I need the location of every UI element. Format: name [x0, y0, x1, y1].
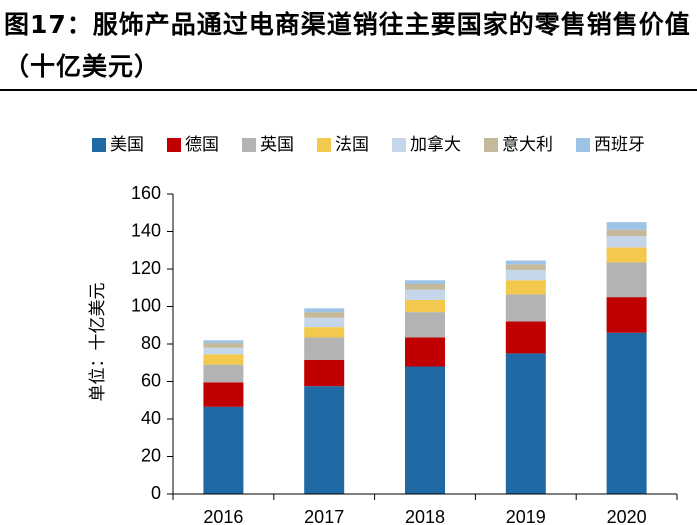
bar-2019-series-1 [505, 321, 546, 354]
bar-2018-series-6 [405, 280, 445, 284]
x-tick-label-4: 2020 [607, 507, 647, 525]
legend-label-0: 美国 [110, 135, 144, 155]
bar-2018-series-1 [405, 337, 445, 367]
legend-swatch-1 [167, 138, 181, 152]
legend-label-6: 西班牙 [594, 135, 645, 155]
x-tick-label-2: 2018 [405, 507, 445, 525]
title-rule [0, 89, 697, 91]
bar-2019-series-2 [505, 294, 546, 322]
bar-2018-series-0 [405, 366, 445, 494]
bar-2018-series-5 [405, 284, 445, 290]
bar-2017-series-4 [304, 317, 345, 328]
y-tick-label-1: 20 [141, 445, 161, 465]
figure-title: 图17：服饰产品通过电商渠道销往主要国家的零售销售价值（十亿美元） [4, 10, 691, 81]
bar-2020-series-6 [606, 222, 647, 230]
bar-2019-series-0 [505, 353, 546, 494]
legend-swatch-6 [576, 138, 590, 152]
bars-group [203, 222, 647, 494]
bar-2017-series-0 [304, 386, 345, 494]
bar-2017-series-6 [304, 308, 345, 313]
bar-2020-series-1 [606, 297, 647, 333]
bar-2016-series-5 [203, 343, 244, 348]
y-tick-label-6: 120 [131, 258, 161, 278]
x-tick-label-0: 2016 [203, 507, 243, 525]
bar-2020-series-2 [606, 262, 647, 298]
x-axis: 2016 2017 2018 2019 2020 [172, 493, 678, 525]
chart-legend: 美国 德国 英国 法国 加拿大 意大利 西班牙 [92, 134, 645, 155]
y-tick-label-5: 100 [131, 295, 161, 315]
legend-label-1: 德国 [185, 135, 219, 155]
bar-2016-series-0 [203, 406, 244, 494]
legend-label-3: 法国 [335, 135, 369, 155]
bar-2018-series-4 [405, 289, 445, 300]
y-tick-label-2: 40 [141, 408, 161, 428]
legend-label-2: 英国 [260, 135, 294, 155]
bar-2016-series-2 [203, 364, 244, 383]
legend-label-4: 加拿大 [410, 134, 461, 155]
bar-2017-series-3 [304, 327, 345, 338]
bar-2016-series-3 [203, 354, 244, 365]
y-axis-label: 单位：十亿美元 [88, 283, 108, 402]
bar-2018-series-2 [405, 312, 445, 338]
bar-2017-series-1 [304, 359, 345, 387]
legend-swatch-5 [484, 138, 498, 152]
y-tick-label-8: 160 [131, 183, 161, 203]
bar-2020-series-4 [606, 236, 647, 248]
bar-2018-series-3 [405, 299, 445, 313]
legend-label-5: 意大利 [502, 135, 553, 155]
bar-2017-series-5 [304, 312, 345, 318]
bar-2020-series-5 [606, 229, 647, 237]
bar-2016-series-4 [203, 347, 244, 355]
legend-swatch-0 [92, 138, 106, 152]
bar-2019-series-4 [505, 269, 546, 281]
y-tick-label-7: 140 [131, 220, 161, 240]
bar-2016-series-1 [203, 382, 244, 407]
bar-2016-series-6 [203, 340, 244, 344]
bar-2020-series-3 [606, 247, 647, 263]
bar-2019-series-3 [505, 280, 546, 295]
legend-swatch-3 [317, 138, 331, 152]
legend-swatch-4 [392, 138, 406, 152]
x-tick-label-3: 2019 [506, 507, 546, 525]
bar-2020-series-0 [606, 332, 647, 494]
bar-2017-series-2 [304, 337, 345, 360]
legend-swatch-2 [242, 138, 256, 152]
y-tick-label-3: 60 [141, 370, 161, 390]
y-tick-label-4: 80 [141, 333, 161, 353]
x-tick-label-1: 2017 [304, 507, 344, 525]
bar-2019-series-5 [505, 264, 546, 270]
y-tick-label-0: 0 [151, 483, 161, 503]
y-axis: 0 20 40 60 80 100 120 140 160 [131, 183, 174, 503]
bar-2019-series-6 [505, 260, 546, 265]
